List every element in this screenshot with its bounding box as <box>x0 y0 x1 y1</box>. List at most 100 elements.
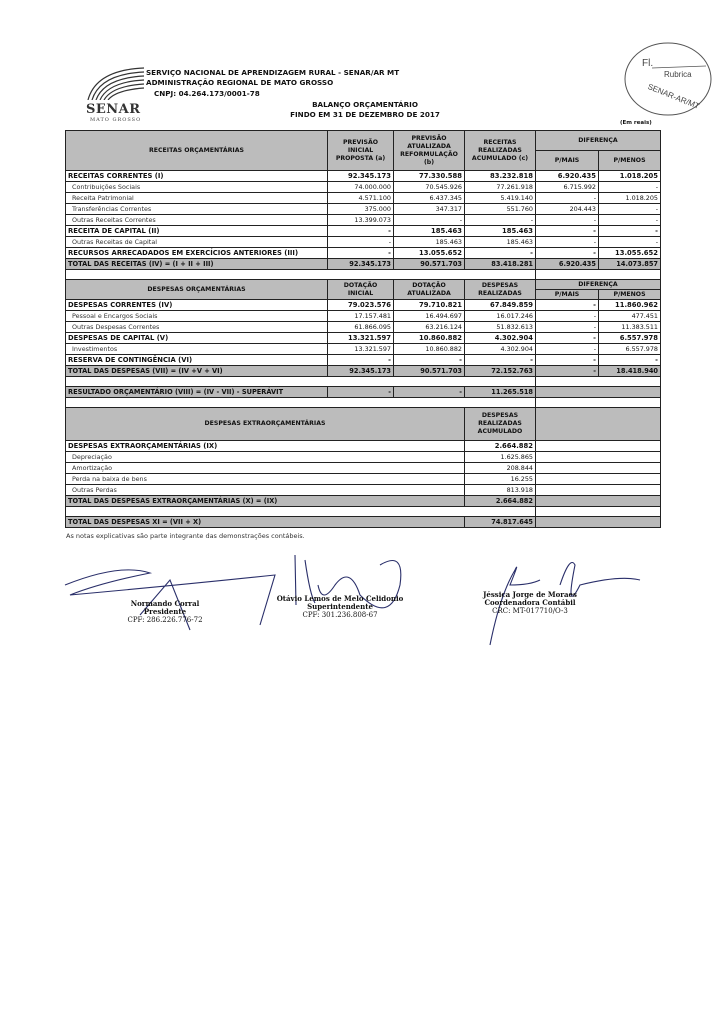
blank-row <box>65 376 661 387</box>
signer-id: CPF: 301.236.808-67 <box>302 611 378 619</box>
row-value: 13.055.652 <box>598 247 661 259</box>
units-label: (Em reais) <box>620 120 652 126</box>
org-name: SERVIÇO NACIONAL DE APRENDIZAGEM RURAL -… <box>146 68 400 77</box>
table-row: TOTAL DAS RECEITAS (IV) = (I + II + III)… <box>65 258 661 270</box>
column-header-label: DESPESAS EXTRAORÇAMENTÁRIAS <box>65 407 465 441</box>
row-value: - <box>535 225 599 237</box>
row-value: - <box>535 236 599 248</box>
table-cell <box>535 440 661 452</box>
blank-row <box>65 269 661 280</box>
row-value: 10.860.882 <box>393 332 465 344</box>
column-header: PREVISÃO INICIAL PROPOSTA (a) <box>327 130 394 171</box>
row-value: 11.860.962 <box>598 299 661 311</box>
row-value: - <box>535 343 599 355</box>
table-cell <box>535 386 661 398</box>
table-cell <box>535 451 661 463</box>
blank-row <box>65 397 661 408</box>
grand-total-row: TOTAL DAS DESPESAS XI = (VII + X) 74.817.… <box>65 516 661 528</box>
row-value: - <box>464 214 536 226</box>
budget-balance-table: RECEITAS ORÇAMENTÁRIAS PREVISÃO INICIAL P… <box>65 130 661 528</box>
row-value: - <box>327 354 394 366</box>
row-value: 6.920.435 <box>535 258 599 270</box>
row-value: - <box>393 386 465 398</box>
logo-subtitle: MATO GROSSO <box>90 117 142 123</box>
row-label: TOTAL DAS DESPESAS EXTRAORÇAMENTÁRIAS (X… <box>65 495 465 507</box>
row-value: - <box>535 365 599 377</box>
row-value: 16.255 <box>464 473 536 485</box>
row-value: 51.832.613 <box>464 321 536 333</box>
table-cell <box>535 484 661 496</box>
row-value: 17.157.481 <box>327 310 394 322</box>
row-value: - <box>598 236 661 248</box>
row-value: 63.216.124 <box>393 321 465 333</box>
row-value: 11.383.511 <box>598 321 661 333</box>
row-value: 14.073.857 <box>598 258 661 270</box>
signer-id: CPF: 286.226.776-72 <box>127 616 203 624</box>
row-label: TOTAL DAS RECEITAS (IV) = (I + II + III) <box>65 258 328 270</box>
row-value: 61.866.095 <box>327 321 394 333</box>
row-value: 72.152.763 <box>464 365 536 377</box>
table-cell <box>535 462 661 474</box>
row-label: RECEITAS CORRENTES (I) <box>65 170 328 182</box>
table-cell <box>535 269 661 280</box>
row-value: 77.330.588 <box>393 170 465 182</box>
table-cell <box>535 516 661 528</box>
blank-row <box>65 506 661 517</box>
column-header-label: RECEITAS ORÇAMENTÁRIAS <box>65 130 328 171</box>
column-header-label: DESPESAS ORÇAMENTÁRIAS <box>65 279 328 300</box>
table-cell <box>535 407 661 441</box>
row-value: 92.345.173 <box>327 365 394 377</box>
table-row: Pessoal e Encargos Sociais 17.157.481 16.4… <box>65 310 661 322</box>
row-value: 551.760 <box>464 203 536 215</box>
row-value: - <box>598 354 661 366</box>
row-label: Outras Perdas <box>65 484 465 496</box>
row-value: - <box>535 332 599 344</box>
row-label: RECEITA DE CAPITAL (II) <box>65 225 328 237</box>
stamp-rubrica: Rubrica <box>664 70 692 79</box>
stamp-fl: Fl. <box>642 58 654 69</box>
row-value: - <box>598 181 661 193</box>
row-label: RESULTADO ORÇAMENTÁRIO (VIII) = (IV - VI… <box>65 386 328 398</box>
column-header: DESPESAS REALIZADAS ACUMULADO <box>464 407 536 441</box>
row-value: 92.345.173 <box>327 258 394 270</box>
row-value: 13.321.597 <box>327 332 394 344</box>
row-label: Perda na baixa de bens <box>65 473 465 485</box>
row-value: 477.451 <box>598 310 661 322</box>
row-label: RECURSOS ARRECADADOS EM EXERCÍCIOS ANTER… <box>65 247 328 259</box>
row-value: 90.571.703 <box>393 258 465 270</box>
table-cell <box>535 506 661 517</box>
row-value: 83.418.281 <box>464 258 536 270</box>
column-header: RECEITAS REALIZADAS ACUMULADO (c) <box>464 130 536 171</box>
signer-role: Presidente <box>143 607 187 616</box>
row-value: 10.860.882 <box>393 343 465 355</box>
table-cell <box>535 473 661 485</box>
row-value: 2.664.882 <box>464 495 536 507</box>
row-value: - <box>464 354 536 366</box>
signer-name: Otávio Lemos de Melo Celidonio <box>276 594 404 603</box>
column-header-p-mais: P/MAIS <box>535 150 599 171</box>
signer-role: Coordenadora Contábil <box>484 598 576 607</box>
row-value: 18.418.940 <box>598 365 661 377</box>
signature-superintendent: Otávio Lemos de Melo Celidonio Superinte… <box>265 594 415 620</box>
table-row: Outras Perdas 813.918 <box>65 484 661 496</box>
row-value: 77.261.918 <box>464 181 536 193</box>
senar-logo-icon <box>87 67 145 100</box>
row-value: 16.017.246 <box>464 310 536 322</box>
row-value: 813.918 <box>464 484 536 496</box>
signer-id: CRC: MT-017710/O-3 <box>492 607 568 615</box>
row-value: - <box>535 310 599 322</box>
column-header-diferenca: DIFERENÇA <box>535 130 661 151</box>
table-row: DESPESAS CORRENTES (IV) 79.023.576 79.710.… <box>65 299 661 311</box>
row-value: - <box>327 386 394 398</box>
row-label: Contribuições Sociais <box>65 181 328 193</box>
column-header: DESPESAS REALIZADAS <box>464 279 536 300</box>
table-row: Amortização 208.844 <box>65 462 661 474</box>
table-row: Outras Receitas de Capital -185.463 185.46… <box>65 236 661 248</box>
table-row: TOTAL DAS DESPESAS (VII) = (IV +V + VI) 9… <box>65 365 661 377</box>
column-header: DOTAÇÃO ATUALIZADA <box>393 279 465 300</box>
table-cell <box>65 269 536 280</box>
row-value: 5.419.140 <box>464 192 536 204</box>
row-value: 6.437.345 <box>393 192 465 204</box>
row-value: 204.443 <box>535 203 599 215</box>
